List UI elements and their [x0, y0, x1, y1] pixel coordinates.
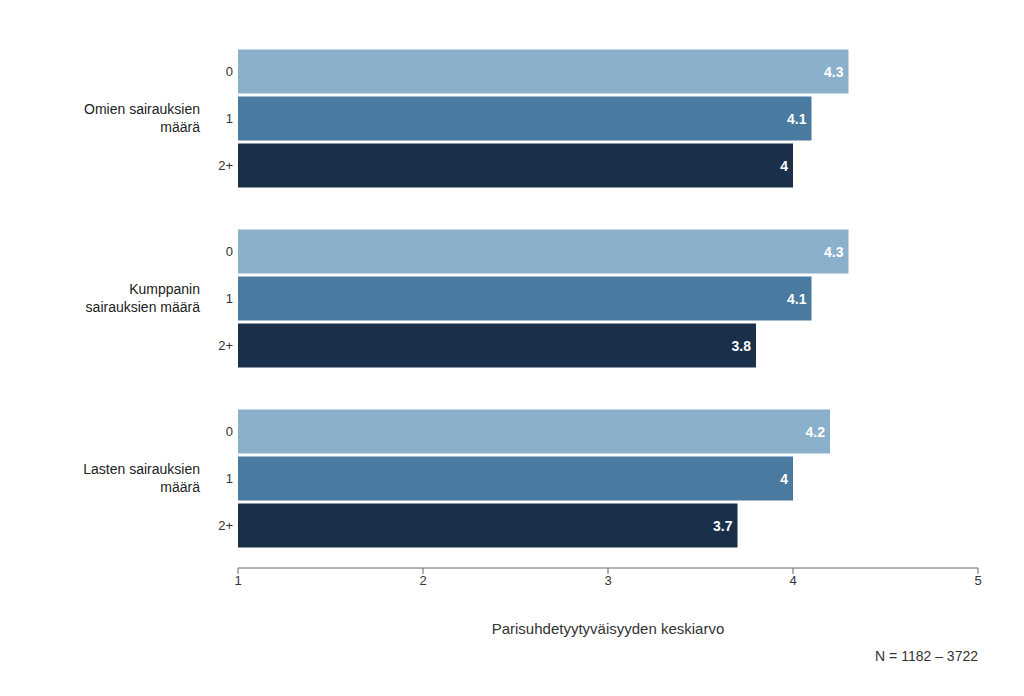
- svg-text:Parisuhdetyytyväisyyden keskia: Parisuhdetyytyväisyyden keskiarvo: [492, 620, 725, 637]
- svg-text:4: 4: [780, 471, 788, 487]
- svg-text:2+: 2+: [218, 518, 233, 533]
- svg-text:4.1: 4.1: [787, 111, 807, 127]
- svg-text:4.1: 4.1: [787, 291, 807, 307]
- svg-text:Kumppaninsairauksien määrä: Kumppaninsairauksien määrä: [86, 281, 201, 315]
- svg-text:Lasten sairauksienmäärä: Lasten sairauksienmäärä: [83, 461, 200, 495]
- svg-text:0: 0: [226, 64, 233, 79]
- svg-text:4.3: 4.3: [824, 64, 844, 80]
- svg-text:5: 5: [974, 573, 981, 588]
- svg-text:2: 2: [419, 573, 426, 588]
- svg-text:3.8: 3.8: [732, 338, 752, 354]
- svg-text:4.2: 4.2: [806, 424, 826, 440]
- svg-text:0: 0: [226, 244, 233, 259]
- svg-text:1: 1: [226, 471, 233, 486]
- svg-text:4: 4: [780, 158, 788, 174]
- svg-text:1: 1: [234, 573, 241, 588]
- svg-text:4.3: 4.3: [824, 244, 844, 260]
- svg-text:1: 1: [226, 111, 233, 126]
- svg-text:1: 1: [226, 291, 233, 306]
- svg-text:2+: 2+: [218, 338, 233, 353]
- html-text:N = 1182 – 3722: N = 1182 – 3722: [875, 648, 978, 664]
- svg-text:0: 0: [226, 424, 233, 439]
- svg-text:3.7: 3.7: [713, 518, 733, 534]
- svg-text:Omien sairauksienmäärä: Omien sairauksienmäärä: [84, 101, 200, 135]
- svg-text:4: 4: [789, 573, 796, 588]
- svg-text:2+: 2+: [218, 158, 233, 173]
- svg-text:3: 3: [604, 573, 611, 588]
